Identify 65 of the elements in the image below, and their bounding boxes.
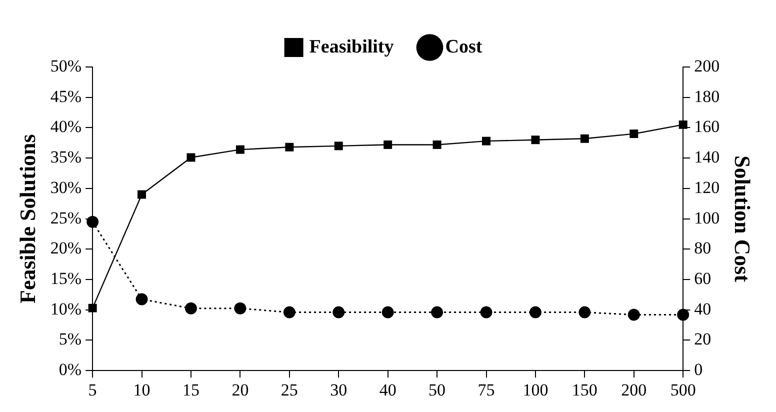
point (529, 306, 542, 318)
point (285, 142, 294, 152)
y-axis-title: Feasible Solutions (14, 134, 40, 304)
x-tick-label: 50 (428, 380, 446, 400)
y-tick-label: 0% (58, 360, 82, 380)
point (236, 145, 244, 154)
y2-tick-label: 140 (694, 148, 720, 167)
x-tick-label: 20 (232, 380, 249, 400)
y2-tick-label: 120 (694, 178, 720, 197)
y-tick-label: 50% (50, 56, 82, 76)
y-tick-label: 20% (50, 238, 82, 258)
y-tick-label: 5% (58, 330, 82, 349)
y2-tick-label: 180 (694, 86, 720, 106)
y-tick-label: 25% (50, 208, 82, 228)
y-tick-label: 35% (50, 148, 82, 167)
point (86, 216, 99, 228)
point (578, 306, 591, 318)
y-tick-label: 10% (50, 299, 82, 318)
y-tick-label: 15% (50, 268, 82, 288)
x-tick-label: 100 (522, 380, 548, 400)
point (531, 136, 540, 144)
x-tick-label: 40 (379, 380, 396, 400)
point (678, 120, 688, 129)
point (382, 306, 394, 318)
point (334, 142, 343, 150)
legend-label: Feasibility (309, 36, 394, 58)
y2-tick-label: 60 (694, 268, 712, 288)
point (88, 304, 97, 312)
point (432, 140, 442, 149)
y2-tick-label: 40 (694, 299, 712, 318)
point (482, 136, 490, 146)
point (184, 302, 197, 314)
y-tick-label: 40% (50, 117, 82, 136)
y2-axis-title: Solution Cost (730, 156, 756, 283)
point (580, 134, 589, 143)
x-tick-label: 150 (572, 380, 598, 400)
x-tick-label: 500 (670, 380, 696, 400)
y2-tick-label: 0 (694, 360, 703, 380)
point (332, 306, 345, 318)
point (283, 306, 296, 318)
point (480, 306, 492, 318)
x-tick-label: 75 (478, 380, 495, 400)
point (431, 306, 444, 318)
y2-tick-label: 20 (694, 330, 712, 349)
y-tick-label: 30% (50, 178, 82, 197)
point (136, 293, 148, 306)
x-tick-label: 200 (621, 380, 647, 400)
point (186, 153, 196, 162)
legend-label: Cost (445, 36, 483, 58)
x-tick-label: 15 (182, 380, 200, 400)
y2-tick-label: 160 (694, 117, 720, 136)
x-tick-label: 25 (280, 380, 298, 400)
point (234, 302, 246, 314)
x-tick-label: 10 (133, 380, 150, 400)
point (630, 130, 638, 138)
y2-tick-label: 80 (694, 238, 712, 258)
x-tick-label: 5 (88, 380, 97, 400)
point (384, 140, 392, 149)
point (628, 308, 640, 321)
y2-tick-label: 100 (694, 208, 720, 228)
point (138, 190, 146, 199)
y2-tick-label: 200 (694, 56, 720, 76)
x-tick-label: 30 (330, 380, 348, 400)
y-tick-label: 45% (50, 86, 82, 106)
point (677, 308, 690, 321)
